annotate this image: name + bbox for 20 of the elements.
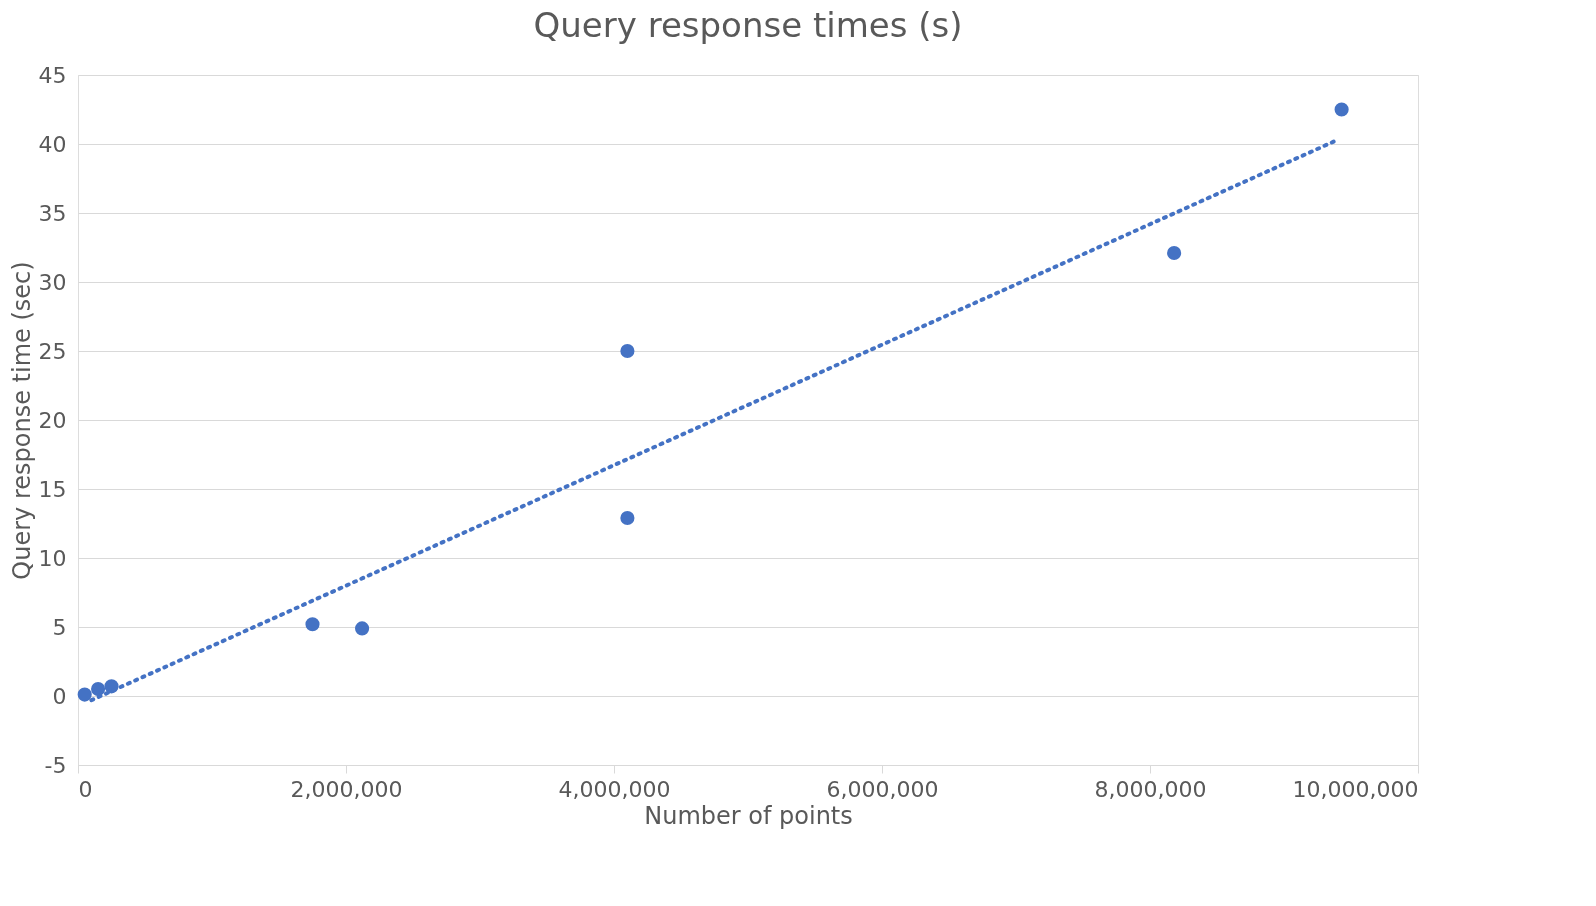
y-tick-label: 45 (38, 62, 67, 88)
x-tick-label: 6,000,000 (826, 776, 939, 802)
y-tick-label: 5 (52, 614, 67, 640)
y-tick-label: 35 (38, 200, 67, 226)
x-tick-label: 10,000,000 (1292, 776, 1419, 802)
y-tick-label: 10 (38, 545, 67, 571)
y-tick-label: 0 (52, 683, 67, 709)
y-tick-label: 25 (38, 338, 67, 364)
x-tick-label: 0 (78, 776, 93, 802)
y-tick-label: 40 (38, 131, 67, 157)
y-axis-title: Query response time (sec) (7, 261, 36, 580)
y-tick-label: 15 (38, 476, 67, 502)
y-tick-label: -5 (44, 752, 67, 778)
y-tick-label: 30 (38, 269, 67, 295)
chart-title: Query response times (s) (533, 5, 963, 45)
x-tick-label: 8,000,000 (1094, 776, 1207, 802)
x-tick-label: 4,000,000 (558, 776, 671, 802)
x-tick-label: 2,000,000 (290, 776, 403, 802)
y-tick-label: 20 (38, 407, 67, 433)
x-axis-title: Number of points (644, 801, 853, 830)
